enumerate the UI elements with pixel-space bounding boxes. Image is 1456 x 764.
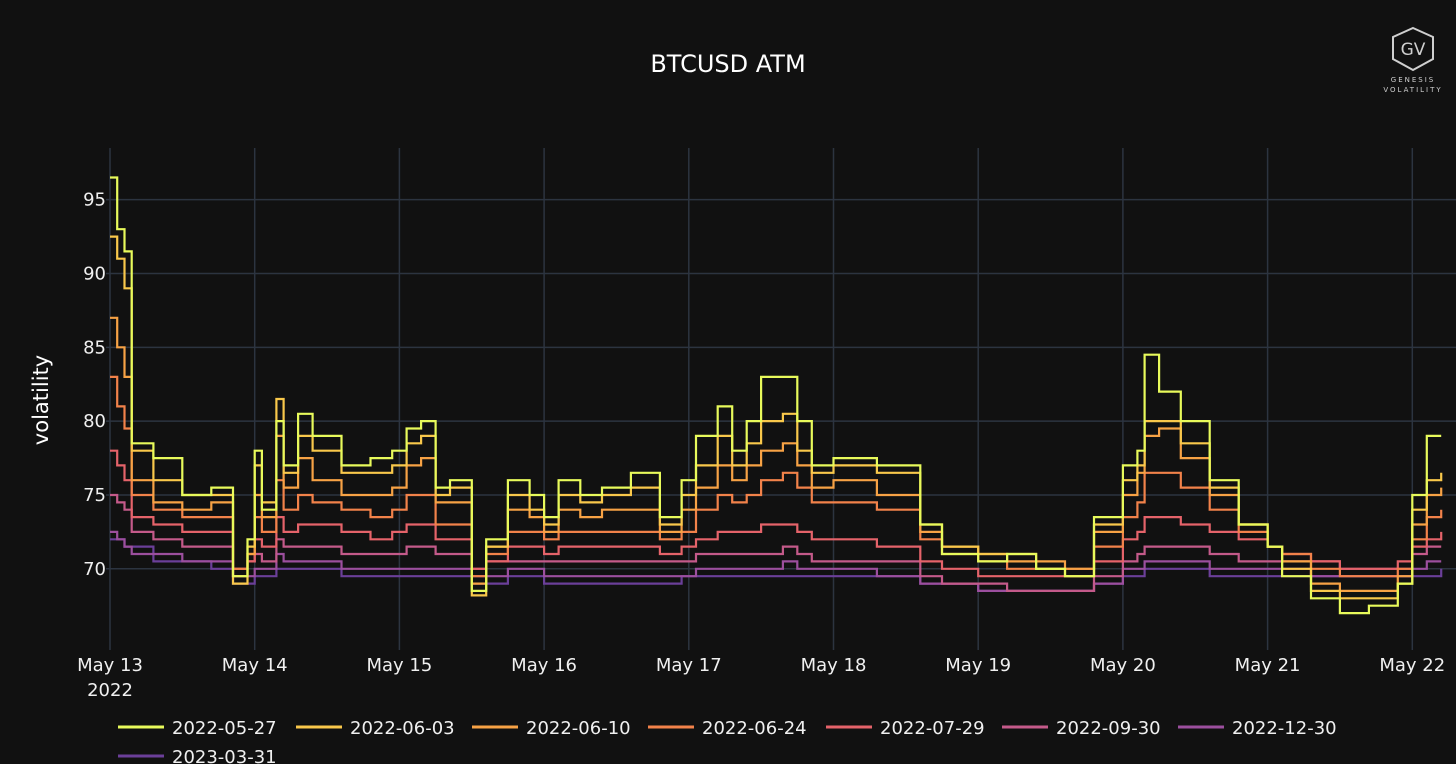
- x-tick-label: May 20: [1090, 655, 1156, 676]
- x-tick-label: May 16: [511, 655, 577, 676]
- legend-label: 2022-06-24: [702, 718, 807, 739]
- y-axis-title: volatility: [29, 355, 53, 445]
- series-line-2022-05-27: [110, 176, 1442, 615]
- genesis-volatility-logo: GV GENESIS VOLATILITY: [1383, 26, 1442, 94]
- legend-label: 2022-06-10: [526, 718, 631, 739]
- series-line-2022-06-10: [110, 316, 1443, 592]
- logo-name-line1: GENESIS: [1391, 76, 1435, 84]
- x-tick-label: May 18: [801, 655, 867, 676]
- logo-name-line2: VOLATILITY: [1383, 86, 1442, 94]
- x-year-label: 2022: [87, 680, 133, 701]
- x-tick-label: May 15: [366, 655, 432, 676]
- x-tick-label: May 22: [1379, 655, 1445, 676]
- legend-label: 2023-03-31: [172, 747, 277, 764]
- chart-title: BTCUSD ATM: [650, 50, 805, 78]
- legend-label: 2022-06-03: [350, 718, 455, 739]
- logo-hexagon-icon: [1392, 26, 1434, 72]
- legend-label: 2022-09-30: [1056, 718, 1161, 739]
- y-tick-label: 70: [83, 559, 106, 580]
- grid: [106, 148, 1456, 650]
- series-line-2022-06-03: [110, 235, 1443, 600]
- y-tick-label: 75: [83, 485, 106, 506]
- y-tick-label: 80: [83, 411, 106, 432]
- x-tick-label: May 13: [77, 655, 143, 676]
- series-line-2022-07-29: [110, 449, 1443, 578]
- legend-label: 2022-07-29: [880, 718, 985, 739]
- x-tick-label: May 19: [945, 655, 1011, 676]
- y-tick-label: 95: [83, 190, 106, 211]
- logo-mark: GV: [1401, 40, 1426, 60]
- x-tick-label: May 17: [656, 655, 722, 676]
- legend-label: 2022-05-27: [172, 718, 277, 739]
- series-lines: [110, 176, 1443, 615]
- series-line-2022-12-30: [110, 530, 1442, 592]
- y-tick-label: 85: [83, 337, 106, 358]
- legend: 2022-05-27 2022-06-03 2022-06-10 2022-06-24…: [118, 718, 1337, 764]
- x-tick-label: May 14: [222, 655, 288, 676]
- y-tick-label: 90: [83, 264, 106, 285]
- x-tick-label: May 21: [1235, 655, 1301, 676]
- legend-label: 2022-12-30: [1232, 718, 1337, 739]
- axes: May 13 May 14 May 15 May 16 May 17 May 18 May …: [77, 190, 1445, 701]
